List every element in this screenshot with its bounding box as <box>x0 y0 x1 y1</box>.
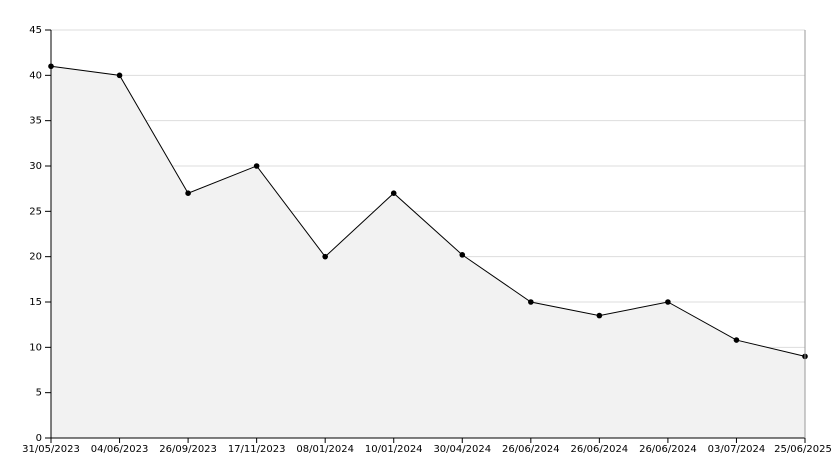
y-tick-label: 20 <box>29 252 42 263</box>
point <box>322 253 328 260</box>
point <box>665 299 671 305</box>
area <box>51 66 805 439</box>
x-tick-label: 17/11/2023 <box>228 444 286 455</box>
y-tick-label: 0 <box>36 433 42 444</box>
point <box>596 312 603 319</box>
point <box>528 299 534 305</box>
x-tick-label: 25/06/2025 <box>774 444 832 455</box>
x-tick-label: 26/06/2024 <box>639 444 697 455</box>
point <box>733 337 740 343</box>
line <box>50 65 806 357</box>
point <box>459 252 466 258</box>
x-tick-label: 10/01/2024 <box>365 444 423 455</box>
x-tick-label: 08/01/2024 <box>296 444 354 455</box>
x-tick-label: 03/07/2024 <box>708 444 766 455</box>
y-tick-label: 10 <box>29 342 42 353</box>
point <box>390 190 397 196</box>
point <box>116 72 123 79</box>
y-tick-label: 35 <box>29 116 42 127</box>
x-tick-label: 30/04/2024 <box>433 444 491 455</box>
y-tick-label: 15 <box>29 297 42 308</box>
point <box>253 163 260 169</box>
x-tick-label: 26/06/2024 <box>571 444 629 455</box>
x-tick-label: 26/06/2024 <box>502 444 560 455</box>
x-tick-label: 26/09/2023 <box>159 444 217 455</box>
y-tick-label: 45 <box>29 25 42 36</box>
y-tick-label: 25 <box>29 206 42 217</box>
x-tick-label: 31/05/2023 <box>22 444 80 455</box>
y-tick-label: 5 <box>36 388 42 399</box>
y-tick-label: 40 <box>29 70 42 81</box>
x-tick-label: 04/06/2023 <box>91 444 149 455</box>
y-tick-label: 30 <box>29 161 42 172</box>
point <box>185 190 191 196</box>
